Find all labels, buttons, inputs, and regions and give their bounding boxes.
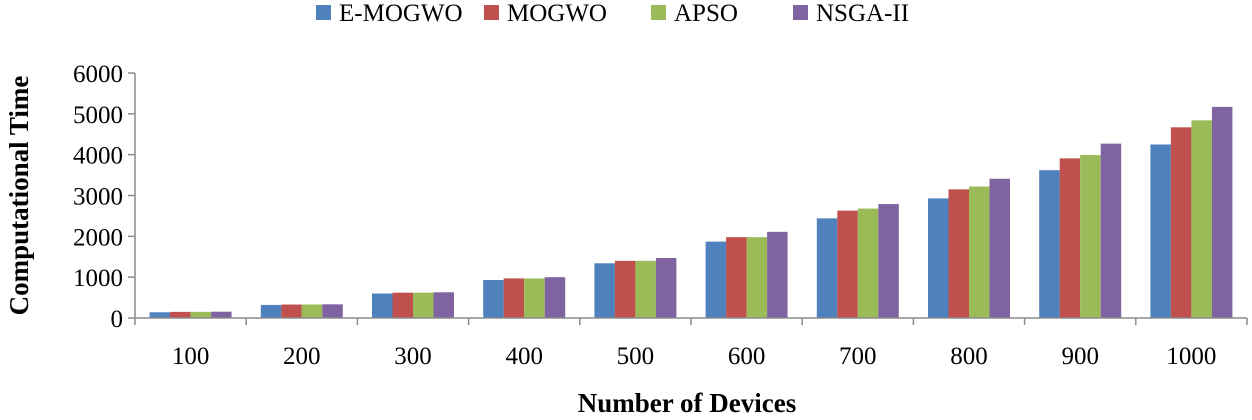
bar-apso-1000 [1191, 120, 1212, 318]
y-tick-label: 0 [111, 306, 124, 333]
bar-mogwo-100 [170, 311, 191, 318]
bar-mogwo-800 [948, 189, 969, 318]
bar-apso-900 [1080, 155, 1101, 318]
x-tick-label: 800 [950, 343, 988, 370]
bar-nsga-ii-400 [544, 277, 566, 318]
bar-e-mogwo-400 [483, 280, 504, 318]
x-tick-label: 300 [394, 343, 432, 370]
x-axis-ticks: 100 200 300 400 500 600 700 800 900 1000 [134, 318, 1248, 370]
legend-swatch-e-mogwo [316, 5, 331, 20]
bar-apso-100 [190, 311, 212, 318]
y-tick-label: 5000 [73, 102, 123, 129]
bar-mogwo-1000 [1170, 127, 1192, 318]
y-tick-label: 6000 [73, 61, 123, 88]
bar-mogwo-300 [392, 292, 413, 318]
bar-nsga-ii-300 [433, 292, 454, 318]
bar-e-mogwo-600 [705, 241, 727, 318]
x-tick-label: 200 [283, 343, 321, 370]
bar-nsga-ii-800 [989, 178, 1010, 318]
legend-swatch-nsga-ii [793, 5, 808, 20]
bar-e-mogwo-700 [816, 218, 838, 318]
bar-e-mogwo-200 [260, 304, 282, 318]
legend-swatch-mogwo [484, 5, 499, 20]
x-tick-label: 400 [505, 343, 543, 370]
bar-apso-600 [746, 237, 768, 318]
bar-nsga-ii-100 [211, 311, 232, 318]
bar-apso-800 [969, 186, 990, 318]
bar-e-mogwo-500 [594, 263, 615, 318]
x-tick-label: 1000 [1166, 343, 1216, 370]
bar-nsga-ii-700 [878, 204, 899, 318]
bar-nsga-ii-600 [767, 231, 788, 318]
bar-e-mogwo-300 [372, 293, 393, 318]
bar-mogwo-700 [837, 210, 858, 318]
bar-nsga-ii-200 [322, 304, 343, 318]
legend-label-nsga-ii: NSGA-II [816, 0, 909, 27]
bar-apso-700 [857, 208, 879, 318]
x-axis-title: Number of Devices [578, 388, 796, 418]
y-tick-label: 2000 [73, 224, 123, 251]
x-tick-label: 700 [839, 343, 877, 370]
y-axis-title: Computational Time [4, 76, 34, 316]
x-tick-label: 100 [172, 343, 210, 370]
bar-e-mogwo-900 [1039, 170, 1060, 318]
legend-swatch-apso [651, 5, 666, 20]
bar-nsga-ii-500 [655, 257, 677, 318]
legend-label-e-mogwo: E-MOGWO [339, 0, 463, 27]
bar-e-mogwo-100 [149, 312, 171, 318]
y-tick-label: 4000 [73, 143, 123, 170]
bar-mogwo-400 [503, 278, 525, 318]
bar-mogwo-500 [614, 260, 636, 318]
y-tick-label: 3000 [73, 184, 123, 211]
bar-apso-200 [301, 304, 323, 318]
bar-nsga-ii-900 [1100, 143, 1122, 318]
legend: E-MOGWO MOGWO APSO NSGA-II [316, 0, 909, 27]
y-tick-label: 1000 [73, 265, 123, 292]
y-axis-ticks: 0 1000 2000 3000 4000 5000 6000 [73, 61, 135, 333]
bars [149, 106, 1233, 319]
legend-label-apso: APSO [674, 0, 738, 27]
bar-apso-400 [524, 278, 545, 318]
x-tick-label: 900 [1061, 343, 1099, 370]
bar-mogwo-600 [726, 237, 747, 318]
bar-nsga-ii-1000 [1211, 106, 1233, 319]
x-tick-label: 500 [617, 343, 655, 370]
x-tick-label: 600 [728, 343, 766, 370]
bar-mogwo-900 [1059, 158, 1081, 318]
bar-apso-500 [635, 260, 656, 318]
bar-apso-300 [413, 292, 434, 318]
bar-e-mogwo-1000 [1150, 144, 1171, 318]
legend-label-mogwo: MOGWO [507, 0, 607, 27]
bar-mogwo-200 [281, 304, 302, 318]
bar-e-mogwo-800 [928, 198, 949, 318]
